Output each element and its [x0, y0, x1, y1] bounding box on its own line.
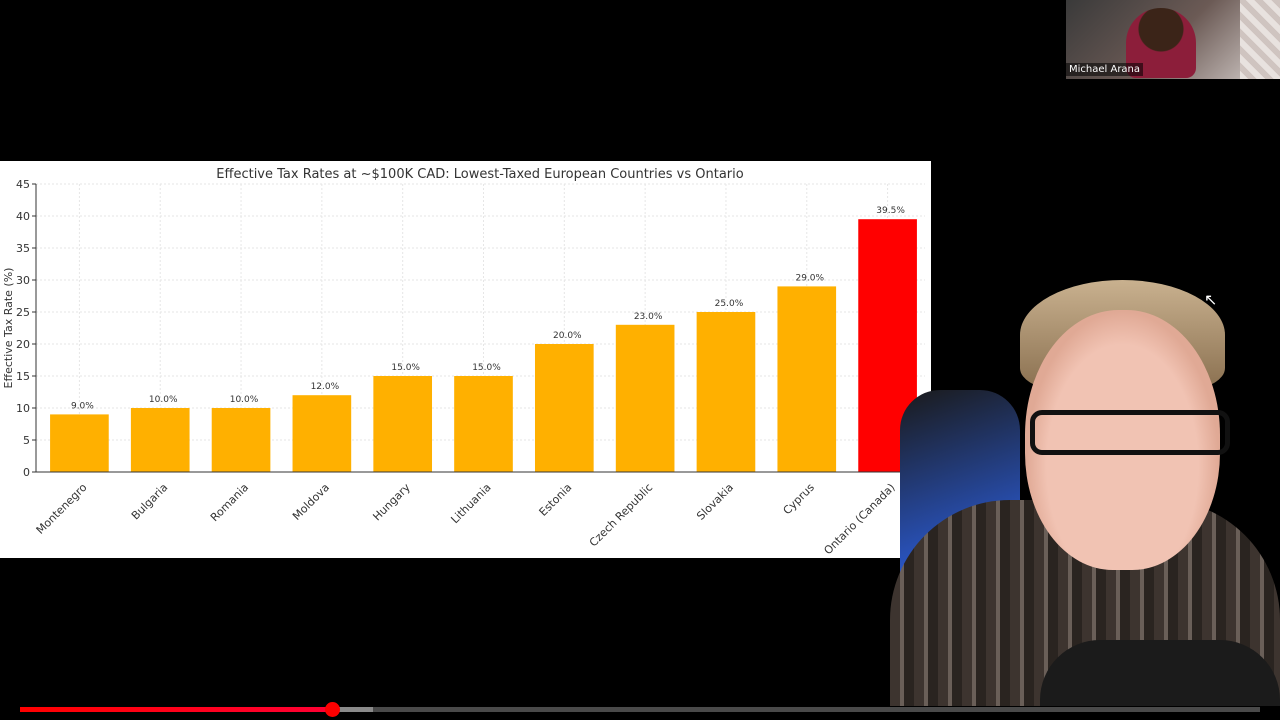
y-tick-label: 5	[23, 434, 30, 447]
bar-value-label: 20.0%	[553, 331, 582, 341]
y-tick-label: 30	[16, 274, 30, 287]
bar-value-label: 15.0%	[391, 363, 420, 373]
chair-headrest	[1040, 640, 1280, 706]
bar-montenegro	[50, 414, 109, 472]
x-tick-label: Hungary	[370, 481, 413, 524]
mouse-cursor-icon: ↖	[1204, 290, 1218, 309]
x-tick-label: Cyprus	[781, 481, 818, 518]
bar-value-label: 39.5%	[876, 206, 905, 216]
x-tick-label: Montenegro	[34, 481, 90, 537]
x-tick-label: Estonia	[537, 481, 575, 519]
video-progress-bar[interactable]	[20, 702, 1260, 717]
x-tick-label: Moldova	[290, 481, 332, 523]
x-tick-label: Slovakia	[694, 481, 736, 523]
scrubber-handle[interactable]	[325, 702, 341, 717]
bar-slovakia	[696, 312, 756, 472]
y-axis-label: Effective Tax Rate (%)	[2, 268, 15, 389]
bar-value-label: 15.0%	[472, 363, 501, 373]
y-tick-label: 15	[16, 370, 30, 383]
bar-moldova	[292, 395, 352, 472]
bar-value-label: 9.0%	[71, 401, 94, 411]
bars: 9.0% 10.0% 10.0% 12.0% 15.0% 15.0% 20.0% 23.0% 2…	[50, 206, 917, 472]
bar-hungary	[373, 376, 433, 472]
y-tick-label: 0	[23, 466, 30, 479]
x-tick-label: Bulgaria	[129, 481, 170, 522]
bar-romania	[211, 408, 271, 472]
bar-chart: Effective Tax Rates at ~$100K CAD: Lowes…	[2, 167, 925, 557]
bar-value-label: 10.0%	[149, 395, 178, 405]
y-tick-label: 20	[16, 338, 30, 351]
caption-text-cut	[0, 0, 1000, 10]
played-progress	[20, 707, 333, 712]
bar-value-label: 10.0%	[230, 395, 259, 405]
presenter-glasses	[1030, 410, 1230, 455]
y-axis-ticks: 0 5 10 15 20 25 30 35 40 45	[16, 178, 37, 479]
x-axis-ticks: Montenegro Bulgaria Romania Moldova Hungary L…	[34, 471, 925, 557]
bar-value-label: 12.0%	[311, 382, 340, 392]
x-tick-label: Czech Republic	[587, 481, 655, 549]
bar-bulgaria	[130, 408, 190, 472]
x-tick-label: Lithuania	[448, 481, 493, 526]
bar-estonia	[534, 344, 594, 472]
y-tick-label: 35	[16, 242, 30, 255]
bar-value-label: 23.0%	[634, 312, 663, 322]
bar-czech-republic	[615, 324, 675, 472]
y-tick-label: 45	[16, 178, 30, 191]
y-tick-label: 25	[16, 306, 30, 319]
x-tick-label: Romania	[208, 481, 251, 524]
bar-lithuania	[454, 376, 513, 472]
shared-chart-panel: Effective Tax Rates at ~$100K CAD: Lowes…	[0, 161, 931, 558]
bar-value-label: 29.0%	[795, 273, 824, 283]
y-tick-label: 10	[16, 402, 30, 415]
webcam-background	[1240, 0, 1280, 79]
bar-value-label: 25.0%	[715, 299, 744, 309]
presenter-face	[1025, 310, 1220, 570]
presenter-webcam	[860, 270, 1280, 706]
chart-title: Effective Tax Rates at ~$100K CAD: Lowes…	[216, 167, 743, 182]
y-tick-label: 40	[16, 210, 30, 223]
participant-name-label: Michael Arana	[1066, 63, 1144, 76]
bar-cyprus	[777, 286, 837, 472]
